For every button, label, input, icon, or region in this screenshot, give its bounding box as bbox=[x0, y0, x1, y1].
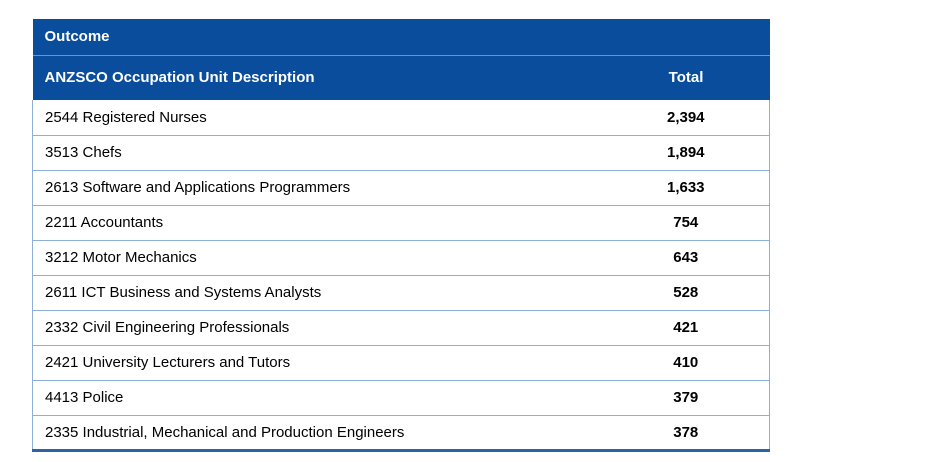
table-row: 3513 Chefs 1,894 bbox=[32, 135, 771, 171]
table-row: 2211 Accountants 754 bbox=[32, 205, 771, 241]
cell-description: 4413 Police bbox=[32, 380, 583, 416]
cell-description: 2335 Industrial, Mechanical and Producti… bbox=[32, 415, 583, 452]
table-row: 2613 Software and Applications Programme… bbox=[32, 170, 771, 206]
cell-total: 2,394 bbox=[582, 100, 771, 136]
table-title-row: Outcome bbox=[32, 19, 770, 56]
cell-total: 643 bbox=[582, 240, 771, 276]
column-header-total: Total bbox=[582, 55, 770, 100]
cell-description: 2544 Registered Nurses bbox=[32, 100, 583, 136]
cell-description: 2421 University Lecturers and Tutors bbox=[32, 345, 583, 381]
table-row: 3212 Motor Mechanics 643 bbox=[32, 240, 771, 276]
occupation-table-container: Outcome ANZSCO Occupation Unit Descripti… bbox=[32, 19, 771, 452]
table-header-row: ANZSCO Occupation Unit Description Total bbox=[32, 55, 770, 100]
table-row: 2421 University Lecturers and Tutors 410 bbox=[32, 345, 771, 381]
cell-description: 2332 Civil Engineering Professionals bbox=[32, 310, 583, 346]
cell-total: 421 bbox=[582, 310, 771, 346]
cell-total: 754 bbox=[582, 205, 771, 241]
cell-description: 3212 Motor Mechanics bbox=[32, 240, 583, 276]
cell-total: 410 bbox=[582, 345, 771, 381]
cell-total: 378 bbox=[582, 415, 771, 452]
cell-description: 2613 Software and Applications Programme… bbox=[32, 170, 583, 206]
table-title: Outcome bbox=[32, 19, 770, 56]
column-header-description: ANZSCO Occupation Unit Description bbox=[32, 55, 583, 100]
occupation-table: Outcome ANZSCO Occupation Unit Descripti… bbox=[32, 19, 771, 452]
cell-total: 528 bbox=[582, 275, 771, 311]
table-row: 2544 Registered Nurses 2,394 bbox=[32, 100, 771, 136]
cell-description: 3513 Chefs bbox=[32, 135, 583, 171]
cell-description: 2611 ICT Business and Systems Analysts bbox=[32, 275, 583, 311]
table-row: 2332 Civil Engineering Professionals 421 bbox=[32, 310, 771, 346]
table-row: 4413 Police 379 bbox=[32, 380, 771, 416]
cell-total: 379 bbox=[582, 380, 771, 416]
cell-total: 1,633 bbox=[582, 170, 771, 206]
table-row: 2335 Industrial, Mechanical and Producti… bbox=[32, 415, 771, 452]
table-row: 2611 ICT Business and Systems Analysts 5… bbox=[32, 275, 771, 311]
cell-description: 2211 Accountants bbox=[32, 205, 583, 241]
cell-total: 1,894 bbox=[582, 135, 771, 171]
